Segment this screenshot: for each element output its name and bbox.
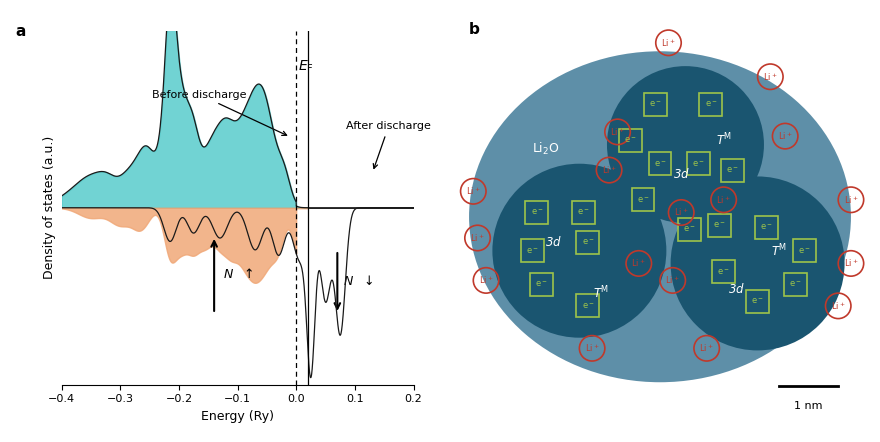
Bar (721, 159, 744, 182)
Text: 3$d$: 3$d$ (546, 235, 562, 249)
Text: Li$^+$: Li$^+$ (585, 343, 599, 354)
Text: Li$_2$O: Li$_2$O (532, 141, 559, 157)
Bar (649, 152, 671, 175)
Text: Li$^+$: Li$^+$ (632, 258, 646, 269)
Text: T$^\mathsf{M}$: T$^\mathsf{M}$ (715, 132, 731, 149)
Text: e$^-$: e$^-$ (637, 195, 649, 205)
Bar (686, 152, 709, 175)
Text: Li$^+$: Li$^+$ (661, 37, 676, 49)
Text: e$^-$: e$^-$ (789, 280, 803, 290)
Bar (525, 201, 548, 224)
Text: 3$d$: 3$d$ (672, 168, 690, 181)
Text: Li$^+$: Li$^+$ (778, 130, 793, 142)
Text: e$^-$: e$^-$ (713, 221, 726, 230)
Bar (576, 231, 599, 254)
Bar (746, 290, 769, 313)
Text: Li$^+$: Li$^+$ (466, 186, 480, 197)
Text: e$^-$: e$^-$ (577, 208, 590, 217)
Text: Li$^+$: Li$^+$ (674, 207, 688, 218)
Bar (700, 93, 722, 116)
Bar (712, 260, 735, 283)
Text: Li$^+$: Li$^+$ (665, 274, 680, 286)
Bar (530, 273, 553, 296)
Bar (678, 218, 701, 241)
Text: e$^-$: e$^-$ (535, 280, 547, 290)
Text: ↓: ↓ (363, 275, 374, 289)
Text: e$^-$: e$^-$ (624, 136, 636, 145)
Bar (784, 273, 807, 296)
Text: e$^-$: e$^-$ (705, 99, 717, 109)
Text: Li$^+$: Li$^+$ (470, 232, 485, 244)
Text: b: b (469, 22, 480, 37)
Y-axis label: Density of states (a.u.): Density of states (a.u.) (43, 136, 56, 279)
Text: Li$^+$: Li$^+$ (716, 194, 731, 206)
Bar (644, 93, 667, 116)
Text: e$^-$: e$^-$ (726, 165, 738, 175)
Text: e$^-$: e$^-$ (684, 225, 696, 234)
Text: e$^-$: e$^-$ (692, 159, 705, 168)
Text: e$^-$: e$^-$ (759, 223, 773, 232)
Bar (793, 239, 816, 262)
Text: e$^-$: e$^-$ (526, 246, 539, 255)
Text: Li$^+$: Li$^+$ (763, 71, 778, 83)
Text: 3$d$: 3$d$ (728, 282, 744, 296)
Text: e$^-$: e$^-$ (654, 159, 666, 168)
Text: T$^\mathsf{M}$: T$^\mathsf{M}$ (771, 242, 787, 259)
Bar (755, 216, 778, 239)
Text: Li$^+$: Li$^+$ (831, 300, 846, 312)
Circle shape (493, 164, 666, 338)
Text: 1 nm: 1 nm (795, 401, 823, 412)
Text: ↑: ↑ (244, 268, 254, 282)
Ellipse shape (469, 51, 851, 382)
Text: Li$^+$: Li$^+$ (844, 194, 858, 206)
Text: e$^-$: e$^-$ (717, 267, 730, 277)
Text: $N$: $N$ (343, 275, 355, 289)
X-axis label: Energy (Ry): Energy (Ry) (202, 410, 274, 423)
Text: After discharge: After discharge (346, 122, 431, 168)
Bar (619, 129, 642, 152)
Text: e$^-$: e$^-$ (531, 208, 543, 217)
Text: T$^\mathsf{M}$: T$^\mathsf{M}$ (593, 285, 608, 301)
Bar (572, 201, 595, 224)
Text: $E_\mathrm{F}$: $E_\mathrm{F}$ (298, 58, 314, 75)
Text: Li$^+$: Li$^+$ (610, 126, 625, 138)
Circle shape (607, 66, 764, 223)
Text: e$^-$: e$^-$ (582, 237, 594, 247)
Text: e$^-$: e$^-$ (798, 246, 810, 255)
Text: $N$: $N$ (223, 268, 234, 282)
Text: e$^-$: e$^-$ (752, 297, 764, 306)
Bar (708, 214, 731, 237)
Text: Li$^+$: Li$^+$ (602, 164, 616, 176)
Text: Before discharge: Before discharge (152, 90, 287, 135)
Text: Li$^+$: Li$^+$ (479, 274, 494, 286)
Circle shape (671, 176, 845, 351)
Bar (576, 294, 599, 317)
Bar (521, 239, 544, 262)
Bar (632, 188, 655, 211)
Text: a: a (16, 24, 26, 39)
Text: Li$^+$: Li$^+$ (700, 343, 714, 354)
Text: e$^-$: e$^-$ (649, 99, 662, 109)
Text: Li$^+$: Li$^+$ (844, 258, 858, 269)
Text: e$^-$: e$^-$ (582, 301, 594, 311)
